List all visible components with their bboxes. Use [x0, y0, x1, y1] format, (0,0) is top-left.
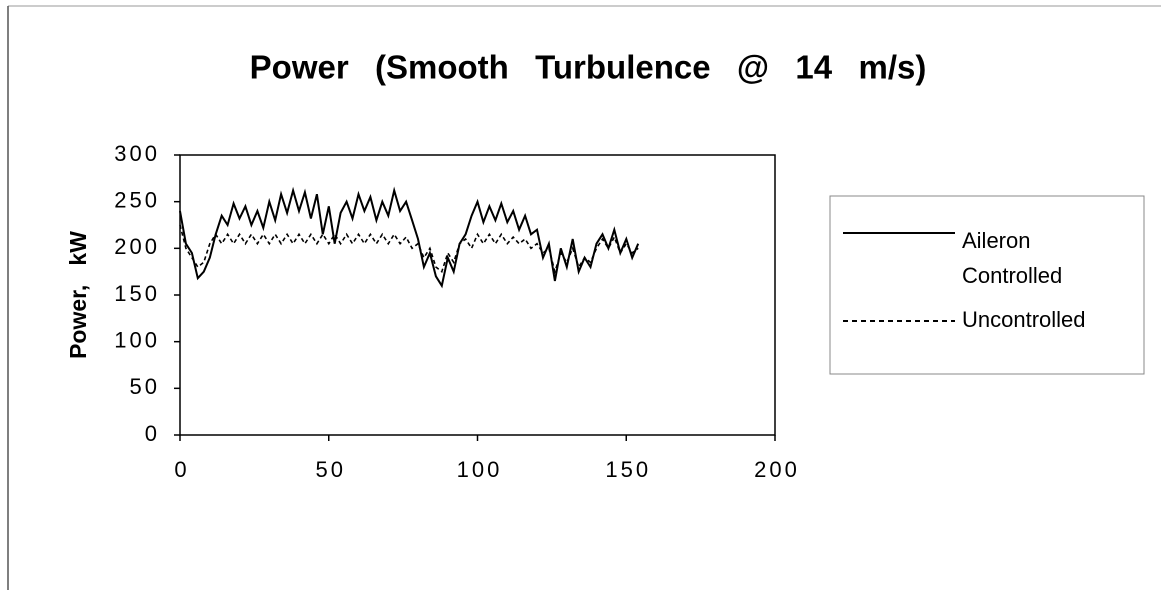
plot-area	[179, 154, 776, 436]
y-tick-label: 200	[114, 234, 160, 259]
chart-title: Power (Smooth Turbulence @ 14 m/s)	[250, 49, 927, 86]
y-tick-label: 250	[114, 187, 160, 212]
y-tick-label: 300	[114, 141, 160, 166]
legend-label: Aileron Controlled	[962, 228, 1062, 288]
y-axis-label: Power, kW	[65, 231, 91, 359]
x-tick-label: 0	[174, 457, 189, 482]
x-tick-label: 200	[754, 457, 800, 482]
y-tick-label: 0	[145, 421, 160, 446]
x-tick-label: 100	[457, 457, 503, 482]
legend-label: Uncontrolled	[962, 307, 1086, 332]
series-line	[179, 186, 640, 289]
y-tick-label: 150	[114, 281, 160, 306]
legend-box	[829, 195, 1145, 375]
x-tick-label: 50	[316, 457, 346, 482]
y-tick-label: 100	[114, 327, 160, 352]
x-tick-label: 150	[605, 457, 651, 482]
series-line	[179, 224, 639, 275]
y-tick-label: 50	[130, 374, 160, 399]
